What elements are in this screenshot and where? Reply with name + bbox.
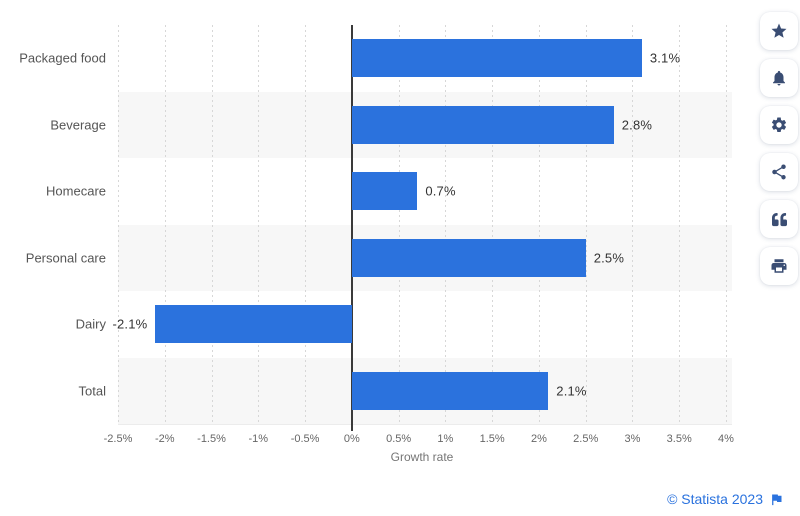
bar-homecare[interactable]	[351, 172, 418, 211]
gridline	[258, 25, 260, 424]
x-tick-label: -2.5%	[103, 433, 133, 445]
gridline	[445, 25, 447, 424]
bar-dairy[interactable]	[155, 305, 352, 344]
print-icon	[770, 257, 788, 275]
category-label-beverage: Beverage	[50, 117, 106, 133]
x-tick-label: 3%	[624, 433, 641, 445]
value-label-dairy: -2.1%	[112, 316, 148, 332]
bar-beverage[interactable]	[351, 105, 614, 144]
value-label-beverage: 2.8%	[621, 117, 653, 133]
gridline	[679, 25, 681, 424]
footer: © Statista 2023	[667, 489, 784, 509]
x-tick-label: 0.5%	[386, 433, 412, 445]
x-tick-label: 3.5%	[666, 433, 692, 445]
share-icon	[770, 163, 788, 181]
value-label-personal-care: 2.5%	[593, 250, 625, 266]
gridline	[164, 25, 166, 424]
alert-button[interactable]	[760, 59, 798, 97]
gridline	[398, 25, 400, 424]
copyright-link[interactable]: © Statista 2023	[667, 491, 763, 507]
gear-icon	[770, 116, 788, 134]
gridline	[632, 25, 634, 424]
category-label-packaged-food: Packaged food	[19, 50, 106, 66]
gridline	[118, 25, 119, 424]
flag-icon[interactable]	[769, 492, 784, 507]
x-tick-label: 1%	[437, 433, 454, 445]
gridline	[538, 25, 540, 424]
star-icon	[770, 22, 788, 40]
gridline	[492, 25, 494, 424]
cite-button[interactable]	[760, 200, 798, 238]
category-label-total: Total	[78, 383, 106, 399]
x-tick-label: -0.5%	[290, 433, 320, 445]
value-label-total: 2.1%	[556, 383, 587, 399]
value-label-homecare: 0.7%	[425, 183, 456, 199]
settings-button[interactable]	[760, 106, 798, 144]
category-label-dairy: Dairy	[75, 316, 106, 332]
bar-personal-care[interactable]	[351, 238, 586, 277]
x-tick-label: 4%	[718, 433, 734, 445]
print-button[interactable]	[760, 247, 798, 285]
x-tick-label: 2.5%	[573, 433, 599, 445]
gridline	[305, 25, 307, 424]
category-label-personal-care: Personal care	[25, 250, 106, 266]
x-tick-label: 2%	[530, 433, 547, 445]
x-tick-label: -1%	[248, 433, 269, 445]
plot-area: 3.1% 2.8% 0.7% 2.5% -2.1% 2.1%	[112, 25, 732, 431]
action-toolbar	[760, 12, 800, 294]
share-button[interactable]	[760, 153, 798, 191]
bar-packaged-food[interactable]	[351, 39, 642, 78]
gridline	[726, 25, 727, 424]
x-tick-label: 0%	[343, 433, 360, 445]
value-label-packaged-food: 3.1%	[649, 50, 681, 66]
x-tick-label: 1.5%	[479, 433, 505, 445]
gridline	[211, 25, 213, 424]
zero-axis-line	[350, 25, 353, 431]
gridline	[585, 25, 587, 424]
favorite-button[interactable]	[760, 12, 798, 50]
category-label-homecare: Homecare	[46, 183, 106, 199]
quote-icon	[771, 212, 787, 227]
x-tick-label: -1.5%	[197, 433, 226, 445]
x-axis-title: Growth rate	[390, 450, 454, 464]
x-tick-label: -2%	[154, 433, 175, 445]
bell-icon	[770, 69, 788, 87]
bar-total[interactable]	[351, 371, 549, 410]
